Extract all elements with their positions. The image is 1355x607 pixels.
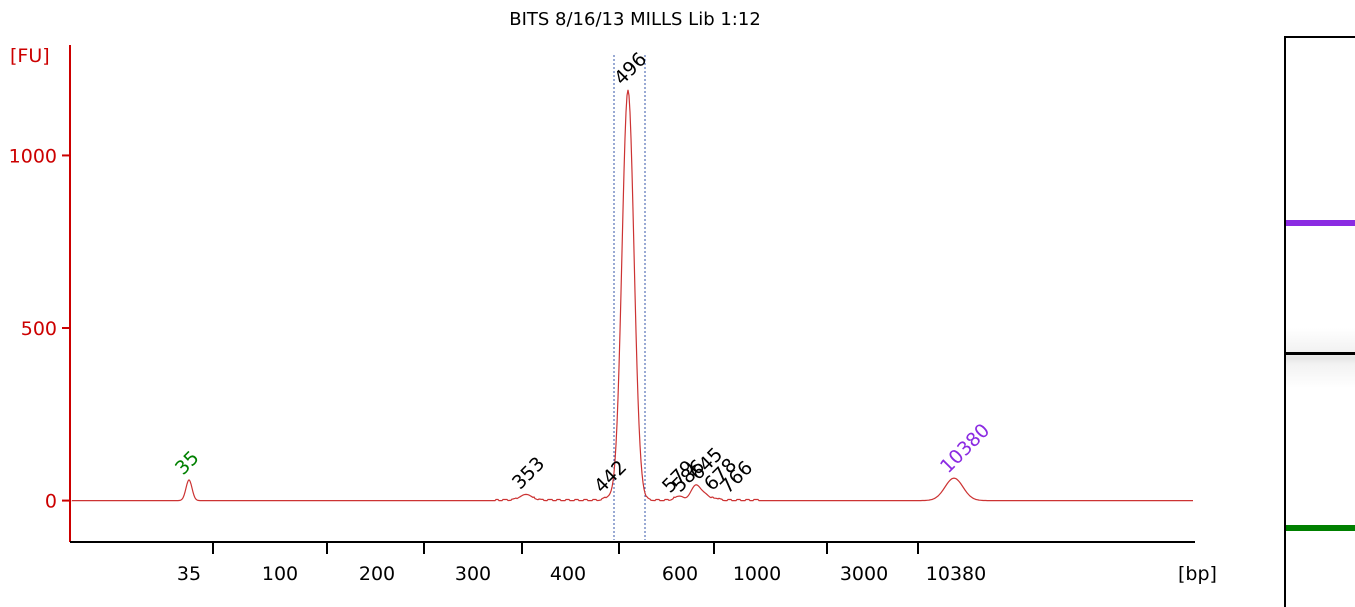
x-tick-label: 600 <box>662 563 698 585</box>
x-tick-label: 10380 <box>926 563 986 585</box>
y-tick-label: 0 <box>45 491 57 513</box>
x-tick-label: 35 <box>177 563 201 585</box>
chart-title: BITS 8/16/13 MILLS Lib 1:12 <box>509 9 761 30</box>
upper-marker-band <box>1286 220 1355 226</box>
peak-label: 10380 <box>936 419 994 477</box>
y-axis-label: [FU] <box>10 45 50 67</box>
electropherogram-chart: BITS 8/16/13 MILLS Lib 1:12 [FU] [bp] 0 5… <box>9 9 1217 585</box>
x-axis-label: [bp] <box>1178 563 1217 585</box>
y-ticks: 0 500 1000 <box>9 145 70 513</box>
x-tick-label: 200 <box>359 563 395 585</box>
y-tick-label: 500 <box>21 318 57 340</box>
trace-line <box>71 89 1193 502</box>
x-tick-label: 300 <box>455 563 491 585</box>
peak-label: 353 <box>508 453 549 494</box>
y-tick-label: 1000 <box>9 145 57 167</box>
peak-label: 442 <box>590 456 631 497</box>
lower-marker-band <box>1286 525 1355 531</box>
x-tick-label: 400 <box>550 563 586 585</box>
x-tick-label: 3000 <box>840 563 888 585</box>
x-tick-label: 100 <box>262 563 298 585</box>
x-tick-label: 1000 <box>733 563 781 585</box>
library-band-glow <box>1286 328 1355 388</box>
gel-lane <box>1284 36 1355 607</box>
x-ticks: 35 100 200 300 400 600 1000 3000 10380 <box>177 542 986 585</box>
peak-label: 35 <box>171 447 204 480</box>
library-band <box>1286 352 1355 355</box>
trace-series <box>71 89 1193 502</box>
